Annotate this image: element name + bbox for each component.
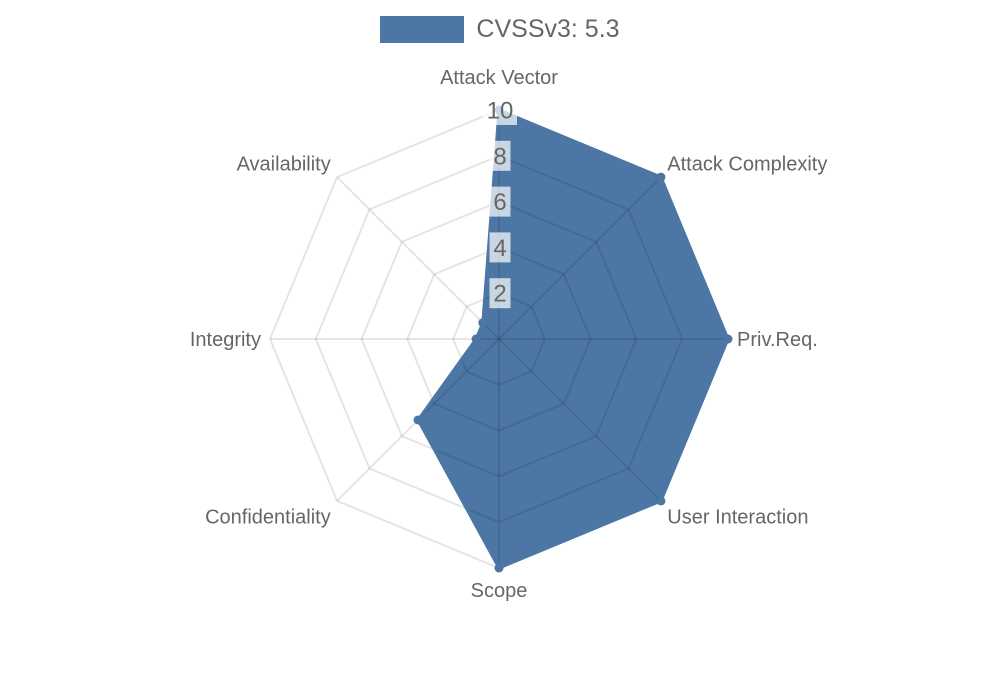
legend-swatch[interactable]: [380, 16, 465, 43]
axis-label-integrity: Integrity: [190, 329, 261, 351]
tick-label: 2: [493, 281, 506, 308]
grid-ring: [452, 292, 546, 386]
axis-label-attack-vector: Attack Vector: [440, 67, 558, 89]
radar-point: [723, 334, 733, 344]
radar-point: [471, 334, 481, 344]
tick-backdrop: [483, 95, 517, 125]
grid-spoke: [498, 176, 662, 340]
tick-backdrop: [489, 186, 511, 217]
radar-point: [656, 496, 666, 506]
grid-spoke: [336, 176, 500, 340]
tick-label: 8: [493, 143, 506, 170]
axis-label-attack-complexity: Attack Complexity: [667, 154, 827, 176]
axis-label-confidentiality: Confidentiality: [205, 506, 331, 528]
axis-label-availability: Availability: [237, 154, 331, 176]
radar-point: [413, 415, 423, 425]
tick-label: 6: [493, 189, 506, 216]
axis-label-priv-req: Priv.Req.: [737, 329, 818, 351]
grid-ring: [360, 200, 638, 478]
chart-legend[interactable]: CVSSv3: 5.3: [0, 16, 1000, 43]
tick-backdrop: [489, 232, 511, 263]
legend-label[interactable]: CVSSv3: 5.3: [476, 15, 620, 43]
radar-series-fill: [418, 110, 728, 568]
tick-label: 4: [493, 235, 506, 262]
grid-ring: [406, 246, 592, 432]
axis-label-user-interaction: User Interaction: [667, 506, 808, 528]
radar-point: [656, 172, 666, 182]
tick-backdrop: [489, 278, 511, 309]
radar-point: [478, 318, 488, 328]
radar-point: [494, 563, 504, 573]
tick-label: 10: [487, 98, 514, 125]
grid-spoke: [498, 338, 662, 502]
grid-ring: [314, 154, 684, 524]
axis-label-scope: Scope: [471, 580, 528, 602]
tick-backdrop: [489, 140, 511, 171]
